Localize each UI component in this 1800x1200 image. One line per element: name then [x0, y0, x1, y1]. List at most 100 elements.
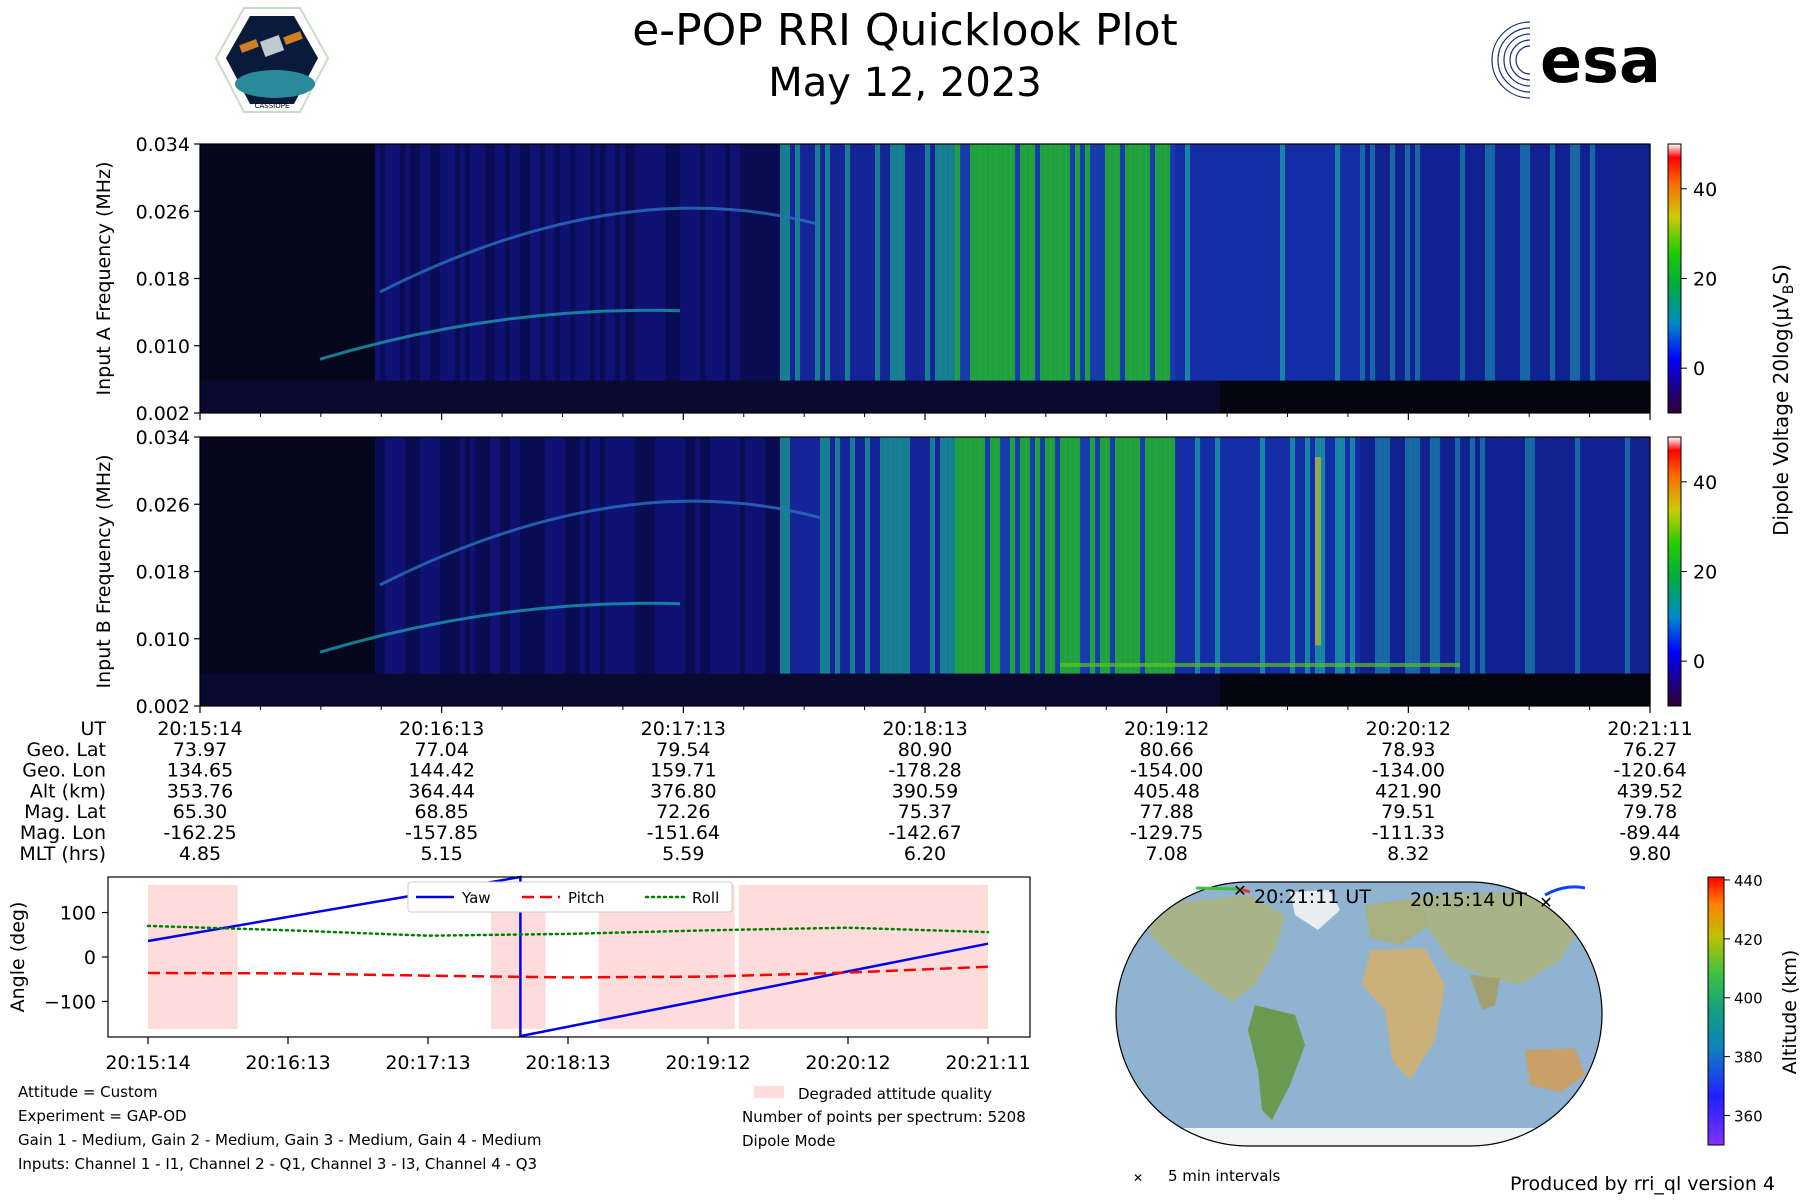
info-gains: Gain 1 - Medium, Gain 2 - Medium, Gain 3… [18, 1131, 542, 1149]
y-tick-label: 0.002 [136, 403, 190, 425]
ephemeris-row-label: UT [80, 718, 106, 740]
altitude-tick-label: 360 [1734, 1108, 1763, 1126]
ephemeris-cell: 376.80 [650, 780, 716, 802]
ephemeris-cell: 20:16:13 [399, 718, 484, 740]
info-experiment: Experiment = GAP-OD [18, 1107, 187, 1125]
info-attitude: Attitude = Custom [18, 1083, 158, 1101]
series-yaw [147, 875, 989, 1038]
attitude-ylabel: Angle (deg) [7, 902, 29, 1013]
spectrogram-colorbar-a: 40 20 0 [1667, 143, 1717, 414]
ephemeris-cell: -157.85 [405, 822, 478, 844]
spectrogram-ylabel: Input B Frequency (MHz) [93, 455, 115, 689]
colorbar-tick-label: 20 [1693, 269, 1717, 291]
spectrogram-colorbar-b: 40 20 0 [1667, 436, 1717, 707]
attitude-x-tick-label: 20:20:12 [805, 1052, 890, 1074]
colorbar-label: Dipole Voltage 20log(μVBS) [1769, 264, 1797, 536]
orbit-track-end [1195, 886, 1241, 891]
info-points-per-spectrum: Number of points per spectrum: 5208 [742, 1108, 1026, 1126]
altitude-tick-label: 440 [1734, 872, 1763, 890]
colorbar-tick-label: 20 [1693, 562, 1717, 584]
ephemeris-cell: 9.80 [1629, 843, 1671, 865]
legend-label-pitch: Pitch [568, 889, 605, 907]
world-map: ✕ 20:21:11 UT ✕ 20:15:14 UT [1115, 881, 1603, 1147]
interval-marker-icon: ✕ [1133, 1171, 1143, 1185]
colorbar-tick-label: 40 [1693, 179, 1717, 201]
spectrogram-panels: 0.034 0.026 0.018 0.010 0.002 Input A Frequen… [93, 134, 1651, 718]
orbit-end-marker: ✕ [1233, 881, 1246, 900]
attitude-x-tick-label: 20:17:13 [385, 1052, 470, 1074]
legend-label-roll: Roll [692, 889, 719, 907]
ephemeris-cell: -178.28 [888, 760, 961, 782]
ephemeris-cell: 78.93 [1381, 739, 1435, 761]
orbit-start-label: 20:15:14 UT [1410, 889, 1527, 911]
ephemeris-cell: -111.33 [1372, 822, 1445, 844]
y-tick-label: 0.026 [136, 494, 190, 516]
degraded-interval [148, 885, 238, 1029]
orbit-end-label: 20:21:11 UT [1254, 886, 1371, 908]
ephemeris-cell: -162.25 [163, 822, 236, 844]
ephemeris-cell: 5.15 [421, 843, 463, 865]
ephemeris-cell: -89.44 [1619, 822, 1680, 844]
ephemeris-row-label: Mag. Lat [24, 801, 106, 823]
orbit-track-start [1544, 885, 1586, 897]
series-pitch [147, 965, 989, 979]
ephemeris-cell: 20:18:13 [882, 718, 967, 740]
degraded-interval [738, 885, 988, 1029]
y-tick-label: 0.034 [136, 427, 190, 449]
ephemeris-row-label: Geo. Lon [22, 760, 106, 782]
ephemeris-cell: 80.90 [898, 739, 952, 761]
colorbar-tick-label: 0 [1693, 651, 1705, 673]
y-tick-label: 0.026 [136, 201, 190, 223]
ephemeris-cell: 7.08 [1146, 843, 1188, 865]
ephemeris-cell: 159.71 [650, 760, 716, 782]
ephemeris-cell: 20:21:11 [1607, 718, 1692, 740]
legend-label-yaw: Yaw [461, 889, 491, 907]
colorbar-tick-label: 40 [1693, 472, 1717, 494]
info-dipole-mode: Dipole Mode [742, 1132, 835, 1150]
spectrogram-a: 0.034 0.026 0.018 0.010 0.002 Input A Frequen… [93, 134, 1651, 425]
y-tick-label: 0.002 [136, 696, 190, 718]
plot-date: May 12, 2023 [768, 60, 1042, 106]
ephemeris-cell: 5.59 [662, 843, 704, 865]
ephemeris-cell: -142.67 [888, 822, 961, 844]
y-tick-label: 0.010 [136, 629, 190, 651]
ephemeris-cell: 76.27 [1623, 739, 1677, 761]
altitude-colorbar: 440 420 400 380 360 [1707, 872, 1763, 1146]
ephemeris-cell: -154.00 [1130, 760, 1203, 782]
ephemeris-cell: 79.51 [1381, 801, 1435, 823]
ephemeris-cell: 20:19:12 [1124, 718, 1209, 740]
cassiope-logo: CASSIOPE [214, 7, 330, 113]
ephemeris-cell: 439.52 [1617, 780, 1683, 802]
spectrogram-ylabel: Input A Frequency (MHz) [93, 162, 115, 396]
ephemeris-cell: 20:17:13 [641, 718, 726, 740]
ephemeris-row-label: Alt (km) [30, 780, 106, 802]
series-roll [146, 924, 990, 937]
degraded-legend-label: Degraded attitude quality [798, 1085, 992, 1103]
ephemeris-cell: 421.90 [1375, 780, 1441, 802]
ephemeris-cell: 77.04 [414, 739, 468, 761]
ephemeris-row-label: Mag. Lon [20, 822, 106, 844]
attitude-plot: 100 0 −100 20:15:14 20:16:13 20:17:13 20:18:13… [7, 875, 1031, 1074]
altitude-colorbar-label: Altitude (km) [1779, 950, 1800, 1075]
y-tick-label: 0.018 [136, 562, 190, 584]
interval-marker-label: 5 min intervals [1168, 1167, 1281, 1185]
y-tick-label: 0.018 [136, 269, 190, 291]
orbit-track-end-high [1239, 887, 1251, 894]
ephemeris-row-label: MLT (hrs) [19, 843, 106, 865]
ephemeris-cell: 75.37 [898, 801, 952, 823]
spectrogram-b: 0.034 0.026 0.018 0.010 0.002 Input B Frequen… [93, 427, 1651, 718]
ephemeris-cell: -120.64 [1613, 760, 1686, 782]
ephemeris-cell: -134.00 [1372, 760, 1445, 782]
ephemeris-cell: 68.85 [414, 801, 468, 823]
info-inputs: Inputs: Channel 1 - I1, Channel 2 - Q1, … [18, 1155, 537, 1173]
ephemeris-cell: -151.64 [647, 822, 720, 844]
attitude-y-tick-label: −100 [44, 991, 96, 1013]
attitude-x-tick-label: 20:21:11 [945, 1052, 1030, 1074]
esa-logo-text: esa [1540, 24, 1661, 97]
ephemeris-cell: 390.59 [892, 780, 958, 802]
ephemeris-cell: 364.44 [408, 780, 474, 802]
altitude-tick-label: 380 [1734, 1049, 1763, 1067]
ephemeris-cell: 72.26 [656, 801, 710, 823]
